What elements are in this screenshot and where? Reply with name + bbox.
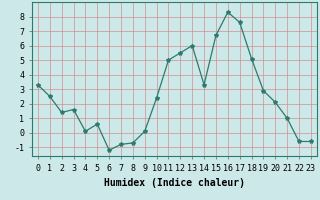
X-axis label: Humidex (Indice chaleur): Humidex (Indice chaleur) bbox=[104, 178, 245, 188]
